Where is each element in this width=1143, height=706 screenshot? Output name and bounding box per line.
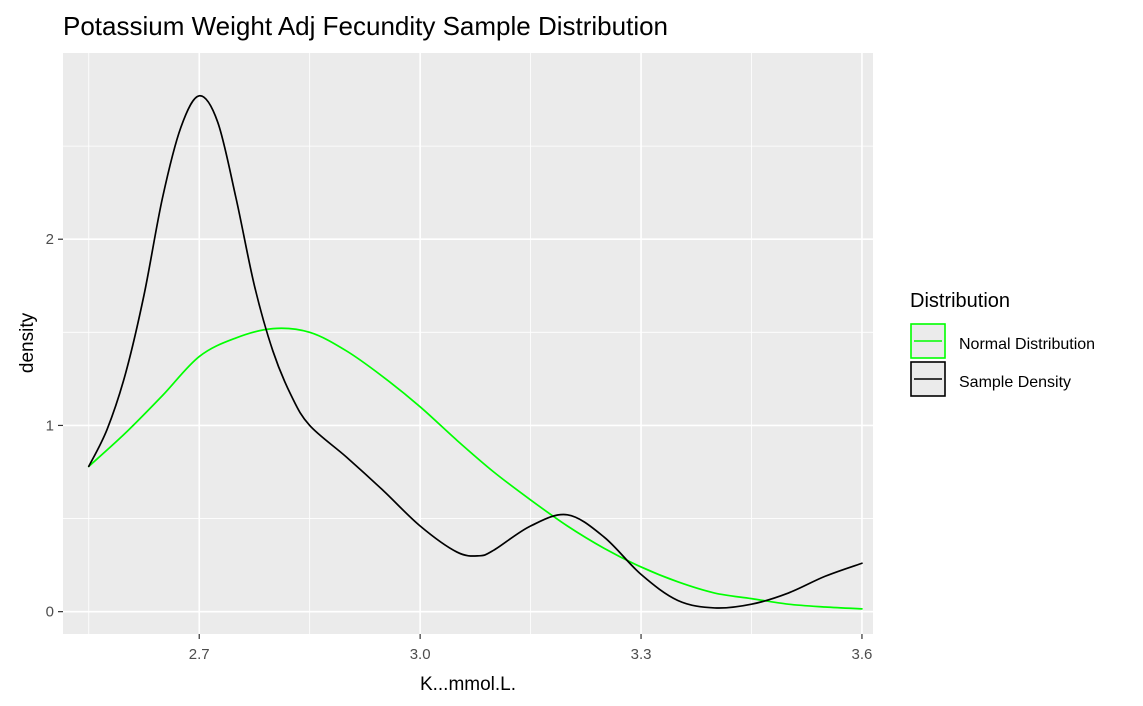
- series-layer: [87, 94, 863, 610]
- legend-label-sample: Sample Density: [959, 374, 1071, 391]
- legend-item-normal: Normal Distribution: [910, 323, 1095, 359]
- y-tick-label: 1: [46, 417, 54, 434]
- y-tick-label: 0: [46, 604, 54, 621]
- legend: Distribution Normal Distribution Sample …: [910, 290, 1095, 397]
- legend-title: Distribution: [910, 290, 1010, 312]
- y-axis-title: density: [17, 312, 38, 373]
- legend-item-sample: Sample Density: [910, 361, 1071, 397]
- series-line-normal-distribution: [87, 327, 863, 610]
- plot-panel: [63, 53, 873, 634]
- x-tick-label: 3.3: [631, 646, 652, 663]
- x-axis-ticks: 2.7 3.0 3.3 3.6: [189, 634, 873, 663]
- x-tick-label: 3.6: [852, 646, 873, 663]
- y-axis-ticks: 0 1 2: [46, 231, 63, 621]
- x-tick-label: 3.0: [410, 646, 431, 663]
- chart-title: Potassium Weight Adj Fecundity Sample Di…: [63, 11, 668, 41]
- x-tick-label: 2.7: [189, 646, 210, 663]
- series-line-sample-density: [87, 94, 863, 609]
- x-axis-title: K...mmol.L.: [420, 674, 516, 695]
- legend-label-normal: Normal Distribution: [959, 336, 1095, 353]
- y-tick-label: 2: [46, 231, 54, 248]
- minor-grid: [63, 53, 873, 634]
- major-grid: [63, 53, 873, 634]
